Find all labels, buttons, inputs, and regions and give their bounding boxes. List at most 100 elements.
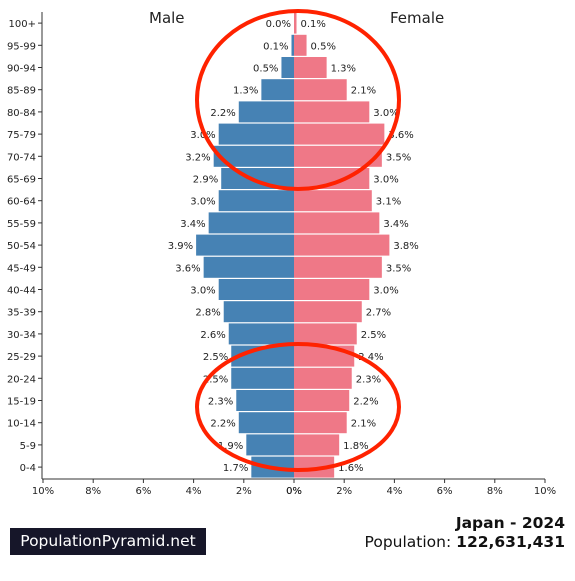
male-bar (246, 434, 294, 456)
female-value-label: 2.1% (351, 419, 376, 430)
male-value-label: 2.9% (193, 175, 218, 186)
female-value-label: 2.3% (356, 374, 381, 385)
female-bar (294, 34, 307, 56)
x-tick-label: 6% (437, 486, 453, 497)
female-bar (294, 345, 355, 367)
x-tick-label: 8% (487, 486, 503, 497)
age-group-label: 95-99 (7, 41, 36, 52)
age-group-label: 35-39 (7, 308, 36, 319)
population-label: Population: (364, 533, 452, 551)
female-bar (294, 145, 382, 167)
age-group-label: 70-74 (7, 152, 36, 163)
female-bar (294, 123, 385, 145)
female-value-label: 3.1% (376, 197, 401, 208)
highlight-ellipse-older (195, 9, 401, 191)
female-value-label: 3.8% (393, 241, 418, 252)
female-bar (294, 212, 380, 234)
x-tick-label: 0% (286, 486, 302, 497)
male-value-label: 2.2% (210, 419, 235, 430)
male-value-label: 0.1% (263, 41, 288, 52)
male-value-label: 2.5% (203, 374, 228, 385)
female-value-label: 3.5% (386, 263, 411, 274)
male-bar (221, 168, 294, 189)
female-value-label: 2.4% (358, 352, 383, 363)
male-value-label: 1.9% (218, 441, 243, 452)
male-value-label: 2.2% (210, 108, 235, 119)
female-bar (294, 412, 347, 434)
age-group-label: 50-54 (7, 241, 36, 252)
male-value-label: 3.0% (190, 197, 215, 208)
female-bar (294, 79, 347, 101)
x-tick-label: 4% (186, 486, 202, 497)
female-bar (294, 279, 370, 300)
female-value-label: 2.7% (366, 308, 391, 319)
male-value-label: 0.5% (253, 64, 278, 75)
age-group-label: 85-89 (7, 86, 36, 97)
female-value-label: 3.6% (388, 130, 413, 141)
male-bar (236, 390, 294, 411)
age-group-label: 40-44 (7, 286, 36, 297)
x-tick-label: 10% (534, 486, 556, 497)
female-bar (294, 323, 357, 345)
population-value: 122,631,431 (456, 533, 565, 551)
female-value-label: 0.5% (311, 41, 336, 52)
female-bar (294, 367, 352, 389)
male-bar (203, 256, 294, 278)
male-bar (218, 123, 294, 145)
male-bar (223, 301, 294, 323)
female-bar (294, 256, 382, 278)
age-group-label: 0-4 (20, 463, 36, 474)
female-bar (294, 234, 390, 256)
male-bar (231, 367, 294, 389)
male-value-label: 1.3% (233, 86, 258, 97)
male-value-label: 3.0% (190, 286, 215, 297)
male-value-label: 1.7% (223, 463, 248, 474)
female-value-label: 2.5% (361, 330, 386, 341)
x-tick-label: 4% (386, 486, 402, 497)
brand-logo[interactable]: PopulationPyramid.net (10, 528, 206, 555)
age-group-label: 90-94 (7, 64, 36, 75)
age-group-label: 65-69 (7, 175, 36, 186)
age-group-label: 45-49 (7, 263, 36, 274)
x-tick-label: 2% (336, 486, 352, 497)
male-bar (218, 190, 294, 212)
x-tick-label: 6% (135, 486, 151, 497)
female-bar (294, 190, 372, 212)
male-title: Male (149, 9, 185, 27)
age-group-label: 80-84 (7, 108, 36, 119)
male-value-label: 3.0% (190, 130, 215, 141)
male-bar (218, 279, 294, 300)
age-group-label: 15-19 (7, 397, 36, 408)
male-bar (238, 101, 294, 123)
male-value-label: 3.2% (185, 152, 210, 163)
x-tick-label: 0% (286, 486, 302, 497)
age-group-label: 55-59 (7, 219, 36, 230)
country-year: Japan - 2024 (455, 514, 565, 532)
male-value-label: 3.4% (180, 219, 205, 230)
female-value-label: 3.4% (383, 219, 408, 230)
female-bar (294, 168, 370, 189)
female-bar (294, 57, 327, 78)
female-bar (294, 301, 362, 323)
female-value-label: 2.2% (353, 397, 378, 408)
x-tick-label: 2% (236, 486, 252, 497)
age-group-label: 75-79 (7, 130, 36, 141)
age-group-label: 20-24 (7, 374, 36, 385)
male-bar (238, 412, 294, 434)
male-value-label: 2.8% (195, 308, 220, 319)
male-value-label: 2.5% (203, 352, 228, 363)
x-tick-label: 10% (32, 486, 54, 497)
female-bar (294, 390, 350, 411)
male-value-label: 3.6% (175, 263, 200, 274)
female-value-label: 1.8% (343, 441, 368, 452)
age-group-label: 5-9 (20, 441, 36, 452)
age-group-label: 25-29 (7, 352, 36, 363)
age-group-label: 10-14 (7, 419, 36, 430)
female-bar (294, 12, 297, 34)
female-value-label: 3.0% (373, 175, 398, 186)
female-value-label: 1.6% (338, 463, 363, 474)
population-total: Population: 122,631,431 (365, 533, 565, 551)
male-bar (261, 79, 294, 101)
female-bar (294, 456, 335, 478)
